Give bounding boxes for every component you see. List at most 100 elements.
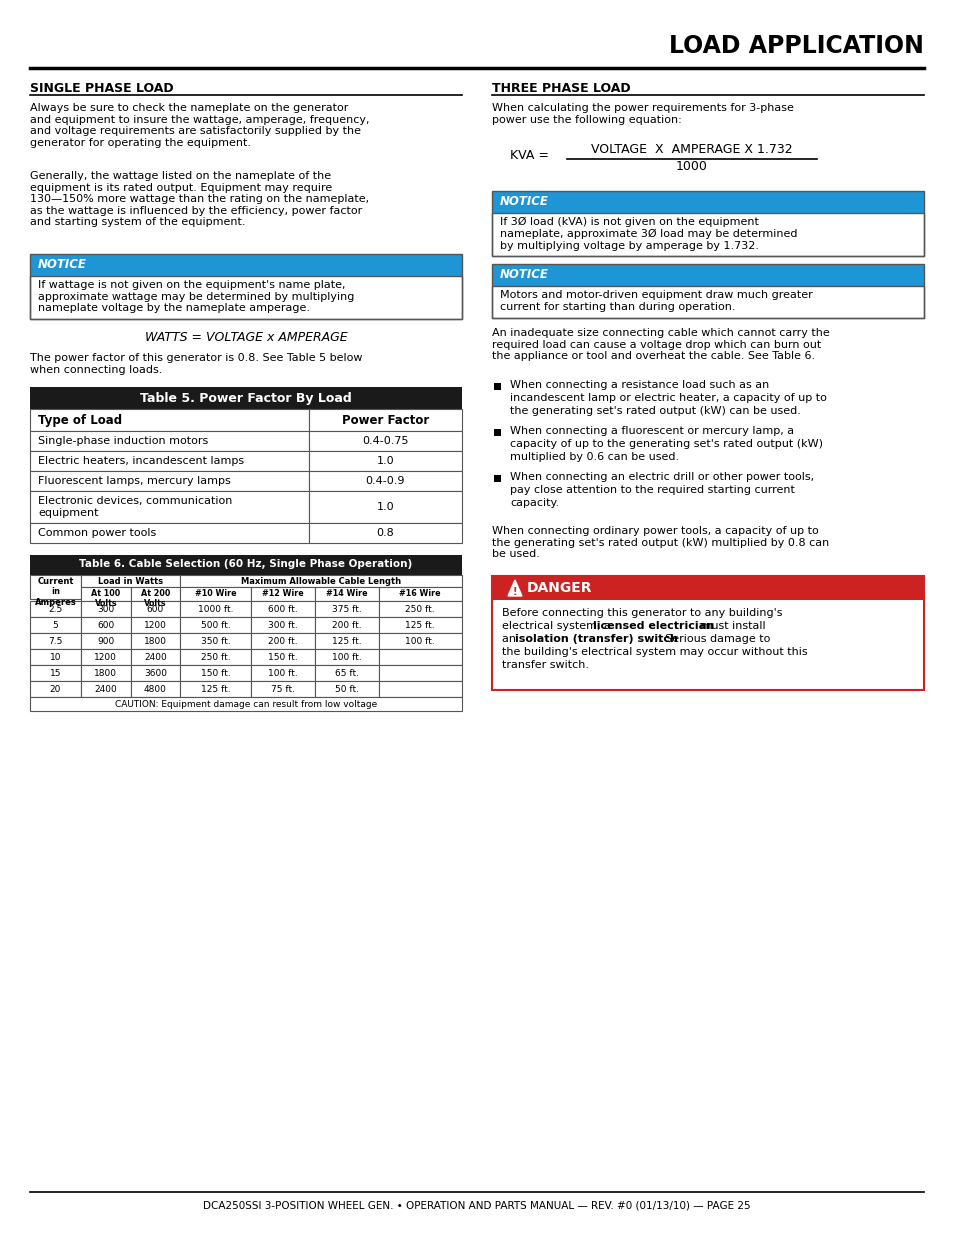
Text: multiplied by 0.6 can be used.: multiplied by 0.6 can be used. [510,452,679,462]
Text: When connecting a fluorescent or mercury lamp, a: When connecting a fluorescent or mercury… [510,426,793,436]
Text: #16 Wire: #16 Wire [399,589,440,598]
Bar [180,650,251,664]
Text: 150 ft.: 150 ft. [200,669,231,678]
Text: incandescent lamp or electric heater, a capacity of up to: incandescent lamp or electric heater, a … [510,393,826,403]
Bar [314,664,378,680]
Bar [81,680,131,697]
Text: 10: 10 [50,653,61,662]
Bar [180,601,251,618]
Text: Common power tools: Common power tools [38,529,156,538]
Text: #12 Wire: #12 Wire [261,589,303,598]
Bar [314,601,378,618]
Text: capacity.: capacity. [510,498,558,508]
Bar [180,618,251,634]
Text: 125 ft.: 125 ft. [200,685,230,694]
Text: the building's electrical system may occur without this: the building's electrical system may occ… [501,647,807,657]
Text: The power factor of this generator is 0.8. See Table 5 below
when connecting loa: The power factor of this generator is 0.… [30,353,362,374]
Bar [30,576,81,599]
Text: 15: 15 [50,669,61,678]
Text: 50 ft.: 50 ft. [335,685,358,694]
Text: SINGLE PHASE LOAD: SINGLE PHASE LOAD [30,82,173,95]
Text: Before connecting this generator to any building's: Before connecting this generator to any … [501,608,781,618]
Text: 200 ft.: 200 ft. [332,621,361,630]
Text: When connecting a resistance load such as an: When connecting a resistance load such a… [510,380,768,390]
Text: 75 ft.: 75 ft. [271,685,294,694]
Bar [30,650,81,664]
Bar [30,275,461,319]
Text: If wattage is not given on the equipment's name plate,
approximate wattage may b: If wattage is not given on the equipment… [38,280,354,314]
Bar [30,492,309,522]
Bar [81,576,180,587]
Bar [81,601,131,618]
Text: 600 ft.: 600 ft. [268,605,297,614]
Text: DCA250SSI 3-POSITION WHEEL GEN. • OPERATION AND PARTS MANUAL — REV. #0 (01/13/10: DCA250SSI 3-POSITION WHEEL GEN. • OPERAT… [203,1200,750,1210]
Text: 2.5: 2.5 [49,605,63,614]
Bar [81,664,131,680]
Text: 1200: 1200 [144,621,167,630]
Text: 300: 300 [97,605,114,614]
Text: 20: 20 [50,685,61,694]
Text: 600: 600 [97,621,114,630]
Bar [309,522,461,543]
Bar [314,650,378,664]
Bar [378,587,461,601]
Text: 65 ft.: 65 ft. [335,669,358,678]
Text: 350 ft.: 350 ft. [200,637,231,646]
Text: DANGER: DANGER [526,580,592,595]
Bar [131,601,180,618]
Bar [30,451,309,471]
Bar [309,471,461,492]
Text: 0.8: 0.8 [376,529,394,538]
Text: 150 ft.: 150 ft. [268,653,297,662]
Text: licensed electrician: licensed electrician [593,621,714,631]
Bar [81,618,131,634]
Bar [180,680,251,697]
Bar [492,264,923,287]
Text: must install: must install [697,621,765,631]
Bar [492,600,923,690]
Bar [494,429,500,436]
Text: 0.4-0.75: 0.4-0.75 [362,436,408,446]
Text: pay close attention to the required starting current: pay close attention to the required star… [510,485,794,495]
Text: electrical system, a: electrical system, a [501,621,614,631]
Bar [492,212,923,256]
Text: Table 6. Cable Selection (60 Hz, Single Phase Operation): Table 6. Cable Selection (60 Hz, Single … [79,559,413,569]
Text: Generally, the wattage listed on the nameplate of the
equipment is its rated out: Generally, the wattage listed on the nam… [30,170,369,227]
Bar [378,650,461,664]
Bar [81,650,131,664]
Bar [131,650,180,664]
Bar [251,587,314,601]
Text: 4800: 4800 [144,685,167,694]
Text: 2400: 2400 [94,685,117,694]
Bar [30,471,309,492]
Text: Fluorescent lamps, mercury lamps: Fluorescent lamps, mercury lamps [38,475,231,487]
Text: NOTICE: NOTICE [499,195,548,207]
Bar [131,680,180,697]
Bar [378,618,461,634]
Text: Maximum Allowable Cable Length: Maximum Allowable Cable Length [241,577,401,585]
Text: 1000: 1000 [676,161,707,173]
Text: 1.0: 1.0 [376,501,394,513]
Bar [314,587,378,601]
Bar [131,587,180,601]
Bar [251,618,314,634]
Text: 300 ft.: 300 ft. [268,621,297,630]
Text: THREE PHASE LOAD: THREE PHASE LOAD [492,82,630,95]
Bar [30,254,461,319]
Text: 1200: 1200 [94,653,117,662]
Bar [492,191,923,256]
Bar [180,587,251,601]
Text: 200 ft.: 200 ft. [268,637,297,646]
Text: Always be sure to check the nameplate on the generator
and equipment to insure t: Always be sure to check the nameplate on… [30,103,369,148]
Bar [30,555,461,576]
Text: 125 ft.: 125 ft. [405,621,435,630]
Text: KVA =: KVA = [510,149,548,162]
Text: 1.0: 1.0 [376,456,394,466]
Text: an: an [501,634,519,643]
Text: When calculating the power requirements for 3-phase
power use the following equa: When calculating the power requirements … [492,103,793,125]
Bar [180,576,461,587]
Bar [131,664,180,680]
Text: Motors and motor-driven equipment draw much greater
current for starting than du: Motors and motor-driven equipment draw m… [499,290,812,311]
Bar [30,680,81,697]
Text: At 200
Volts: At 200 Volts [141,589,170,609]
